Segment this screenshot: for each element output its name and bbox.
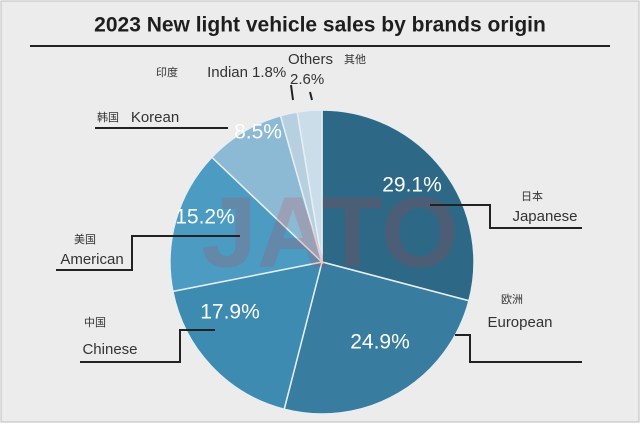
- leader-line: [455, 334, 582, 363]
- category-label-local: 韩国: [97, 110, 119, 124]
- category-label-local: 其他: [344, 53, 366, 66]
- pie-slice: [296, 109, 323, 263]
- pie-slice: [321, 109, 475, 302]
- pie-slice: [169, 156, 324, 293]
- category-label: Japanese: [512, 208, 577, 225]
- watermark: JATO: [201, 176, 458, 288]
- category-label-local: 中国: [84, 316, 106, 329]
- value-label: 24.9%: [350, 331, 410, 354]
- value-label: 1.8%: [252, 64, 286, 81]
- labels: 29.1% 日本 Japanese 24.9% 欧洲 European 17.9% 中国 Chi…: [56, 51, 582, 363]
- category-label-local: 印度: [156, 65, 178, 79]
- leader-line: [309, 91, 313, 101]
- category-label: Others: [288, 51, 333, 68]
- value-label: 29.1%: [382, 174, 442, 197]
- pie-slice: [171, 261, 324, 411]
- category-label: European: [487, 314, 552, 331]
- category-label: Chinese: [82, 341, 137, 358]
- value-label: 2.6%: [290, 71, 324, 88]
- leader-line: [290, 84, 294, 101]
- category-label-local: 美国: [74, 233, 96, 246]
- pie-slice: [283, 261, 470, 415]
- value-label: 15.2%: [175, 206, 235, 229]
- category-label: Korean: [131, 109, 179, 126]
- value-label: 17.9%: [200, 301, 260, 324]
- leader-line: [56, 235, 240, 271]
- pie: [169, 109, 475, 415]
- category-label: American: [60, 251, 123, 268]
- value-label: 8.5%: [234, 121, 282, 144]
- category-label: Indian: [207, 64, 248, 81]
- category-label-local: 欧洲: [501, 293, 523, 306]
- chart-title: 2023 New light vehicle sales by brands o…: [94, 14, 546, 37]
- leader-line: [80, 329, 215, 363]
- leader-line: [430, 204, 582, 229]
- category-label-local: 日本: [521, 189, 543, 203]
